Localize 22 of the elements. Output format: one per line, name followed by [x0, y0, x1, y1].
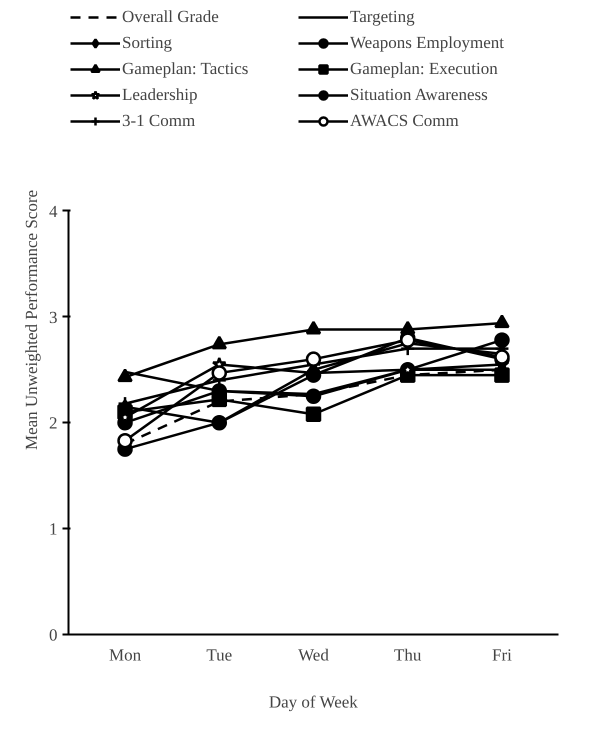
- y-axis-title: Mean Unweighted Performance Score: [22, 190, 41, 450]
- legend-label: Weapons Employment: [350, 33, 505, 53]
- legend-label: Situation Awareness: [350, 85, 489, 105]
- legend-label: Overall Grade: [122, 7, 220, 27]
- legend-label: Sorting: [122, 33, 174, 53]
- x-tick-label: Fri: [492, 646, 512, 664]
- x-tick-label: Tue: [206, 646, 232, 664]
- legend-label: 3-1 Comm: [122, 111, 196, 131]
- y-tick-label: 3: [49, 308, 58, 327]
- legend-label: AWACS Comm: [350, 111, 460, 131]
- x-tick-label: Mon: [108, 646, 142, 664]
- x-tick-label: Thu: [394, 646, 422, 664]
- legend-label: Leadership: [122, 85, 199, 105]
- y-tick-label: 1: [49, 520, 58, 539]
- legend-label: Gameplan: Tactics: [122, 59, 250, 79]
- legend-label: Targeting: [350, 7, 416, 27]
- y-tick-label: 4: [49, 202, 58, 221]
- y-tick-label: 2: [49, 414, 58, 433]
- x-axis-title: Day of Week: [268, 692, 358, 712]
- y-tick-label: 0: [49, 626, 58, 644]
- x-tick-label: Wed: [298, 646, 330, 664]
- legend-label: Gameplan: Execution: [350, 59, 499, 79]
